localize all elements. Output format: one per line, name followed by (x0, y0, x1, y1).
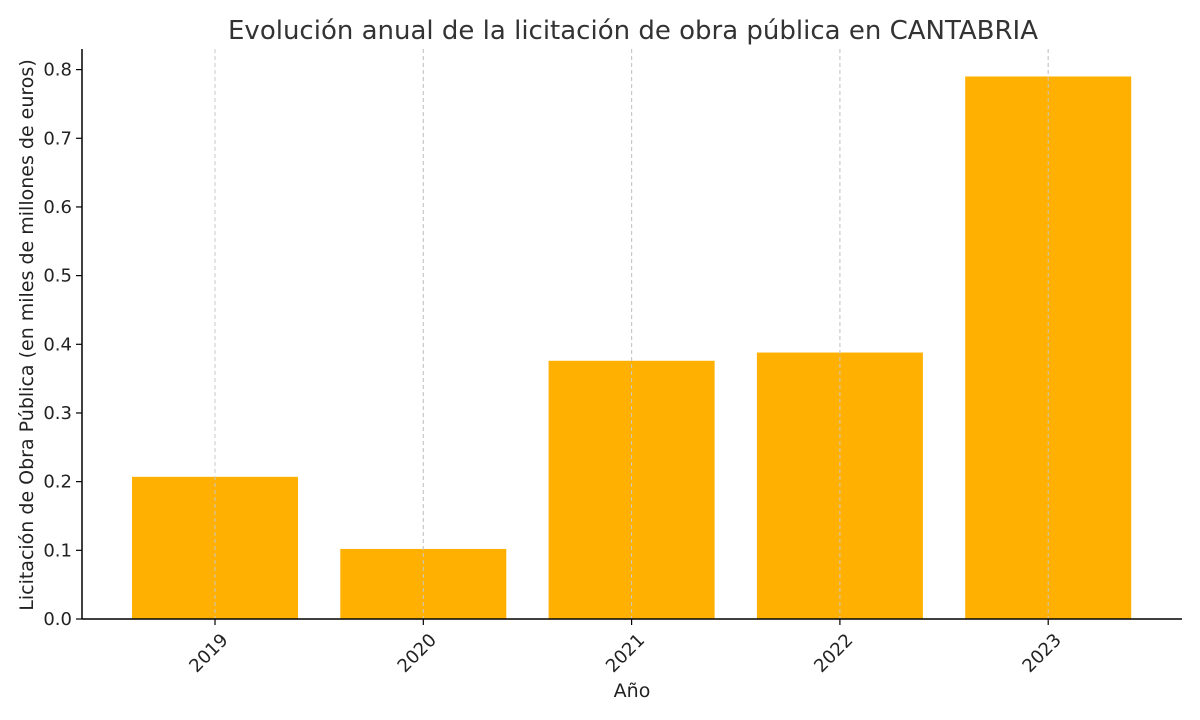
x-axis-label: Año (614, 680, 651, 702)
x-tick-label: 2019 (185, 630, 232, 677)
x-tick-label: 2023 (1018, 630, 1065, 677)
x-ticks: 2019 2020 2021 2022 2023 (185, 619, 1066, 677)
bars (132, 49, 1132, 620)
x-tick-label: 2021 (602, 630, 649, 677)
chart-title: Evolución anual de la licitación de obra… (228, 16, 1038, 46)
y-tick-label: 0.6 (43, 197, 72, 218)
y-axis-label: Licitación de Obra Pública (en miles de … (16, 59, 38, 610)
y-tick-label: 0.3 (43, 403, 72, 424)
y-tick-label: 0.2 (43, 472, 72, 493)
x-tick-label: 2022 (810, 630, 857, 677)
y-tick-label: 0.0 (43, 609, 72, 630)
y-tick-label: 0.8 (43, 60, 72, 81)
y-ticks: 0.0 0.1 0.2 0.3 0.4 0.5 0.6 0.7 0.8 (43, 60, 82, 630)
y-tick-label: 0.4 (43, 334, 72, 355)
y-tick-label: 0.7 (43, 128, 72, 149)
y-tick-label: 0.1 (43, 540, 72, 561)
y-tick-label: 0.5 (43, 266, 72, 287)
x-tick-label: 2020 (394, 630, 441, 677)
